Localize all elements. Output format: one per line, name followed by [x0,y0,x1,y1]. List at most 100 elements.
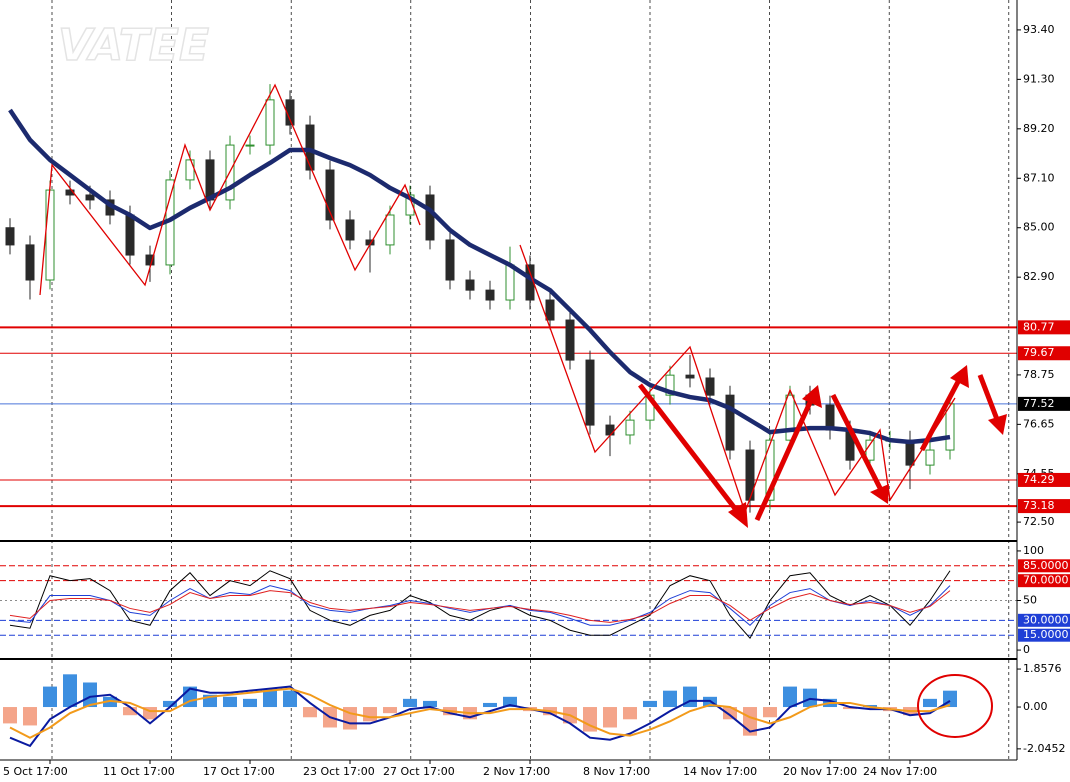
level-label-bg [1018,320,1070,335]
histogram-bar [223,696,237,708]
level-label: 15.0000 [1023,628,1069,641]
arrow-head [950,365,969,388]
candle-body [305,124,315,171]
histogram-bar [843,707,857,710]
candle-body [685,374,695,379]
histogram-bar [163,700,177,708]
histogram-bar [923,698,937,708]
candle-body [545,299,555,321]
histogram-bar [583,707,597,732]
candle-body [925,449,935,466]
candle-body [345,219,355,241]
y-tick-label: 0 [1023,643,1030,656]
arrow-head [728,502,748,528]
highlight-circle [917,674,993,738]
histogram-bar [663,690,677,708]
candle-body [665,374,675,396]
histogram-bar [423,700,437,708]
y-tick-label: 85.00 [1023,221,1055,234]
candle-body [265,99,275,146]
histogram-bar [83,682,97,708]
level-label: 77.52 [1023,397,1055,410]
x-tick-label: 24 Nov 17:00 [863,765,937,778]
candle-body [385,214,395,246]
x-tick-label: 2 Nov 17:00 [483,765,550,778]
candle-body [285,99,295,126]
oscillator-line [9,570,951,640]
histogram-bar [43,686,57,708]
y-tick-label: 100 [1023,544,1044,557]
candle-body [205,159,215,201]
x-tick-label: 27 Oct 17:00 [383,765,455,778]
zigzag [519,244,956,514]
arrow [919,376,963,452]
level-label-bg [1018,574,1070,588]
moving-average [8,108,951,445]
level-label: 70.0000 [1023,574,1069,587]
arrows [638,365,1007,528]
candle-body [45,189,55,281]
y-tick-label: 1.8576 [1023,662,1062,675]
x-tick-label: 8 Nov 17:00 [583,765,650,778]
histogram-bar [63,674,77,708]
arrow [638,383,742,517]
candle-body [145,254,155,266]
y-tick-label: 87.10 [1023,171,1055,184]
candle-body [465,279,475,291]
candle-body [705,377,715,396]
frame [0,0,1018,761]
candle-body [505,264,515,301]
grid [51,0,1010,760]
oscillator-line [9,590,951,623]
histogram-bar [783,686,797,708]
x-tick-label: 5 Oct 17:00 [3,765,68,778]
level-label: 85.0000 [1023,559,1069,572]
level-label-bg [1018,559,1070,573]
y-tick-label: -2.0452 [1023,742,1065,755]
zigzag [39,83,421,296]
level-label: 74.29 [1023,473,1055,486]
histogram-bar [763,707,777,718]
level-label: 30.0000 [1023,613,1069,626]
oscillator-line [9,585,951,626]
y-tick-label: 91.30 [1023,72,1055,85]
histogram-bar [403,698,417,708]
level-label-bg [1018,472,1070,487]
arrow-head [870,484,889,504]
candle-body [625,419,635,436]
annotations [39,83,993,738]
arrow [830,393,885,494]
candle-body [585,359,595,426]
level-label-bg [1018,346,1070,361]
candle-body [245,144,255,147]
x-tick-label: 11 Oct 17:00 [103,765,175,778]
y-tick-label: 72.50 [1023,515,1055,528]
candle-body [725,394,735,451]
candle-body [785,394,795,441]
candle-body [425,194,435,241]
layers: 93.40 91.30 89.20 87.10 85.00 82.90 78.75 76.65… [0,23,1070,778]
histogram-bar [103,696,117,708]
candle-body [325,169,335,221]
histogram-bar [123,707,137,716]
candle-body [25,244,35,281]
candle-body [85,194,95,201]
y-tick-label: 89.20 [1023,122,1055,135]
level-label: 79.67 [1023,346,1055,359]
candle-body [565,319,575,361]
level-label: 80.77 [1023,320,1055,333]
y-tick-label: 0.00 [1023,700,1048,713]
histogram-bar [503,696,517,708]
histogram-bar [723,707,737,720]
histogram-bar [643,700,657,708]
y-tick-label: 78.75 [1023,368,1055,381]
histogram-bar [623,707,637,720]
histogram-bar [283,690,297,708]
x-tick-label: 23 Oct 17:00 [303,765,375,778]
arrow [754,396,815,522]
level-label-bg [1018,628,1070,642]
candle-body [5,227,15,246]
y-tick-label: 76.65 [1023,417,1055,430]
